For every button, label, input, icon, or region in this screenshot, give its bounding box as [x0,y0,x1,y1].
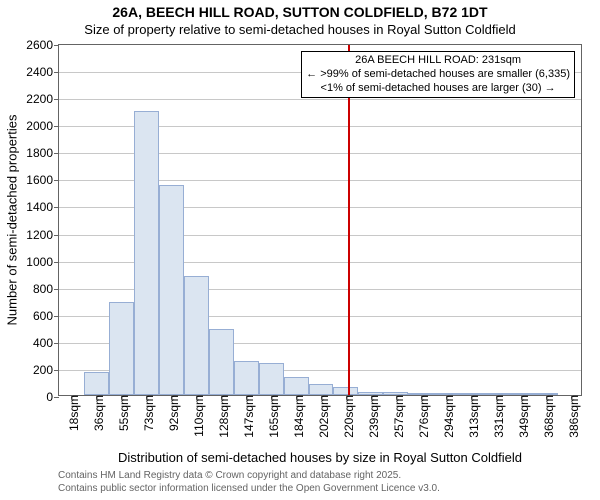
x-tick-label: 36sqm [86,395,106,431]
x-tick-label: 386sqm [561,395,581,438]
x-tick-label: 368sqm [536,395,556,438]
histogram-bar [109,302,134,395]
x-tick-label: 18sqm [61,395,81,431]
x-tick-label: 73sqm [136,395,156,431]
annotation-line: ← >99% of semi-detached houses are small… [306,68,570,82]
histogram-bar [184,276,209,395]
annotation-line: 26A BEECH HILL ROAD: 231sqm [306,54,570,68]
y-tick-label: 800 [33,282,59,296]
footer-line-1: Contains HM Land Registry data © Crown c… [58,470,401,481]
x-tick-label: 313sqm [461,395,481,438]
y-axis-title: Number of semi-detached properties [5,115,20,326]
y-tick-label: 400 [33,336,59,350]
histogram-bar [84,372,109,395]
x-tick-label: 184sqm [286,395,306,438]
x-tick-label: 239sqm [361,395,381,438]
y-tick-label: 2200 [26,92,59,106]
histogram-bar [284,377,309,395]
y-tick-label: 1400 [26,200,59,214]
x-tick-label: 220sqm [336,395,356,438]
x-axis-title: Distribution of semi-detached houses by … [58,450,582,465]
y-tick-label: 2400 [26,65,59,79]
x-tick-label: 294sqm [436,395,456,438]
x-tick-label: 55sqm [111,395,131,431]
histogram-bar [209,329,234,395]
histogram-bar [159,185,184,395]
x-tick-label: 349sqm [511,395,531,438]
grid-line [59,99,581,100]
x-tick-label: 147sqm [236,395,256,438]
x-tick-label: 128sqm [211,395,231,438]
y-tick-label: 1600 [26,173,59,187]
x-tick-label: 276sqm [411,395,431,438]
x-tick-label: 92sqm [161,395,181,431]
y-tick-label: 0 [46,390,59,404]
y-tick-label: 1000 [26,255,59,269]
annotation-box: 26A BEECH HILL ROAD: 231sqm← >99% of sem… [301,51,575,98]
y-tick-label: 1800 [26,146,59,160]
y-tick-label: 600 [33,309,59,323]
x-tick-label: 165sqm [261,395,281,438]
y-tick-label: 200 [33,363,59,377]
annotation-line: <1% of semi-detached houses are larger (… [306,82,570,96]
x-tick-label: 331sqm [486,395,506,438]
chart-subtitle: Size of property relative to semi-detach… [0,22,600,38]
x-tick-label: 110sqm [186,395,206,437]
y-tick-label: 2600 [26,38,59,52]
x-tick-label: 202sqm [311,395,331,438]
histogram-bar [309,384,334,395]
histogram-bar [234,361,259,395]
y-tick-label: 1200 [26,228,59,242]
chart-container: 26A, BEECH HILL ROAD, SUTTON COLDFIELD, … [0,0,600,500]
histogram-bar [259,363,284,395]
histogram-bar [134,111,159,395]
chart-title: 26A, BEECH HILL ROAD, SUTTON COLDFIELD, … [0,4,600,21]
footer-line-2: Contains public sector information licen… [58,483,440,494]
y-tick-label: 2000 [26,119,59,133]
histogram-bar [333,387,358,395]
plot-area: 0200400600800100012001400160018002000220… [58,44,582,396]
x-tick-label: 257sqm [386,395,406,438]
